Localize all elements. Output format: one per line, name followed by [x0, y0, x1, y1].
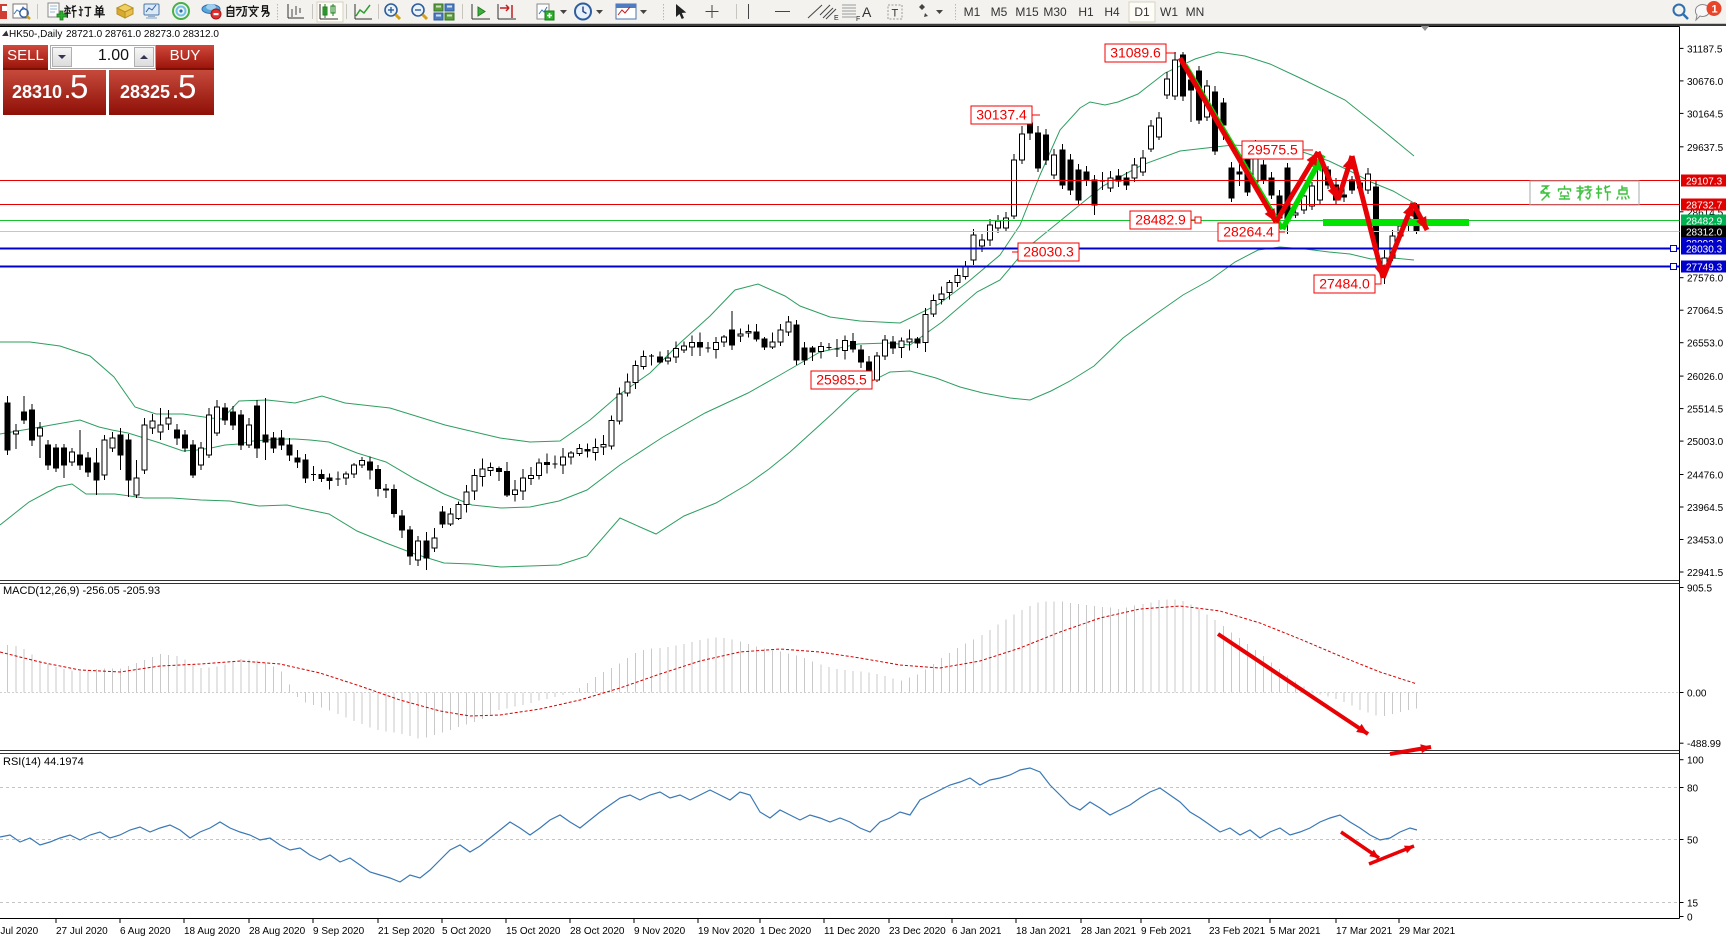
svg-text:F: F [856, 16, 860, 23]
svg-text:27576.0: 27576.0 [1687, 274, 1724, 285]
svg-text:0: 0 [1687, 913, 1693, 924]
svg-text:30164.5: 30164.5 [1687, 109, 1724, 120]
svg-text:29575.5: 29575.5 [1247, 142, 1298, 158]
svg-text:31089.6: 31089.6 [1110, 45, 1161, 61]
svg-text:30676.0: 30676.0 [1687, 77, 1724, 88]
svg-text:21 Sep 2020: 21 Sep 2020 [378, 926, 435, 937]
svg-text:28312.0: 28312.0 [1686, 227, 1723, 238]
svg-text:17 Mar 2021: 17 Mar 2021 [1336, 926, 1393, 937]
svg-text:15 Oct 2020: 15 Oct 2020 [506, 926, 561, 937]
svg-text:HK50-,Daily: HK50-,Daily [9, 29, 62, 40]
svg-text:26026.0: 26026.0 [1687, 372, 1724, 383]
svg-text:6 Jan 2021: 6 Jan 2021 [952, 926, 1002, 937]
svg-text:RSI(14) 44.1974: RSI(14) 44.1974 [3, 756, 84, 768]
svg-text:MACD(12,26,9) -256.05 -205.93: MACD(12,26,9) -256.05 -205.93 [3, 585, 160, 597]
svg-text:9 Feb 2021: 9 Feb 2021 [1141, 926, 1192, 937]
svg-text:100: 100 [1687, 756, 1704, 767]
svg-text:29637.5: 29637.5 [1687, 143, 1724, 154]
svg-text:28482.9: 28482.9 [1686, 216, 1723, 227]
svg-text:18 Aug 2020: 18 Aug 2020 [184, 926, 241, 937]
svg-text:29107.3: 29107.3 [1686, 176, 1723, 187]
svg-text:28 Aug 2020: 28 Aug 2020 [249, 926, 306, 937]
svg-text:24476.0: 24476.0 [1687, 471, 1724, 482]
svg-text:28614.5: 28614.5 [1687, 208, 1724, 219]
svg-text:22941.5: 22941.5 [1687, 568, 1724, 579]
svg-text:T: T [892, 8, 899, 20]
svg-text:25003.0: 25003.0 [1687, 437, 1724, 448]
svg-text:28264.4: 28264.4 [1223, 224, 1274, 240]
svg-text:28721.0 28761.0 28273.0 28312.: 28721.0 28761.0 28273.0 28312.0 [66, 29, 219, 40]
svg-text:5 Jul 2020: 5 Jul 2020 [0, 926, 39, 937]
svg-text:28 Oct 2020: 28 Oct 2020 [570, 926, 625, 937]
svg-text:23 Dec 2020: 23 Dec 2020 [889, 926, 946, 937]
svg-text:A: A [862, 4, 872, 20]
svg-text:11 Dec 2020: 11 Dec 2020 [824, 926, 880, 937]
svg-text:E: E [834, 15, 839, 22]
svg-text:23 Feb 2021: 23 Feb 2021 [1209, 926, 1266, 937]
svg-text:31187.5: 31187.5 [1687, 44, 1723, 55]
svg-text:5 Oct 2020: 5 Oct 2020 [442, 926, 491, 937]
svg-text:27 Jul 2020: 27 Jul 2020 [56, 926, 108, 937]
svg-text:29 Mar 2021: 29 Mar 2021 [1399, 926, 1456, 937]
svg-text:26553.0: 26553.0 [1687, 339, 1724, 350]
svg-text:30137.4: 30137.4 [976, 107, 1027, 123]
svg-text:28030.3: 28030.3 [1686, 244, 1723, 255]
svg-text:80: 80 [1687, 784, 1699, 795]
svg-text:1 Dec 2020: 1 Dec 2020 [760, 926, 812, 937]
svg-text:15: 15 [1687, 899, 1699, 910]
svg-text:9 Nov 2020: 9 Nov 2020 [634, 926, 686, 937]
svg-text:23453.0: 23453.0 [1687, 536, 1724, 547]
svg-text:0.00: 0.00 [1687, 689, 1707, 700]
svg-text:28030.3: 28030.3 [1023, 244, 1074, 260]
svg-text:6 Aug 2020: 6 Aug 2020 [120, 926, 171, 937]
svg-text:28482.9: 28482.9 [1135, 212, 1186, 228]
svg-text:18 Jan 2021: 18 Jan 2021 [1016, 926, 1071, 937]
svg-text:9 Sep 2020: 9 Sep 2020 [313, 926, 365, 937]
svg-text:27749.3: 27749.3 [1686, 262, 1723, 273]
svg-text:19 Nov 2020: 19 Nov 2020 [698, 926, 755, 937]
svg-text:28 Jan 2021: 28 Jan 2021 [1081, 926, 1136, 937]
svg-text:905.5: 905.5 [1687, 584, 1712, 595]
svg-text:1: 1 [1712, 4, 1718, 16]
svg-text:25514.5: 25514.5 [1687, 405, 1724, 416]
svg-text:5 Mar 2021: 5 Mar 2021 [1270, 926, 1321, 937]
svg-text:27484.0: 27484.0 [1319, 276, 1370, 292]
svg-text:-488.99: -488.99 [1687, 739, 1721, 750]
svg-text:28732.7: 28732.7 [1686, 200, 1723, 211]
svg-text:23964.5: 23964.5 [1687, 503, 1724, 514]
svg-text:50: 50 [1687, 836, 1699, 847]
svg-text:27064.5: 27064.5 [1687, 306, 1724, 317]
svg-text:25985.5: 25985.5 [816, 372, 867, 388]
